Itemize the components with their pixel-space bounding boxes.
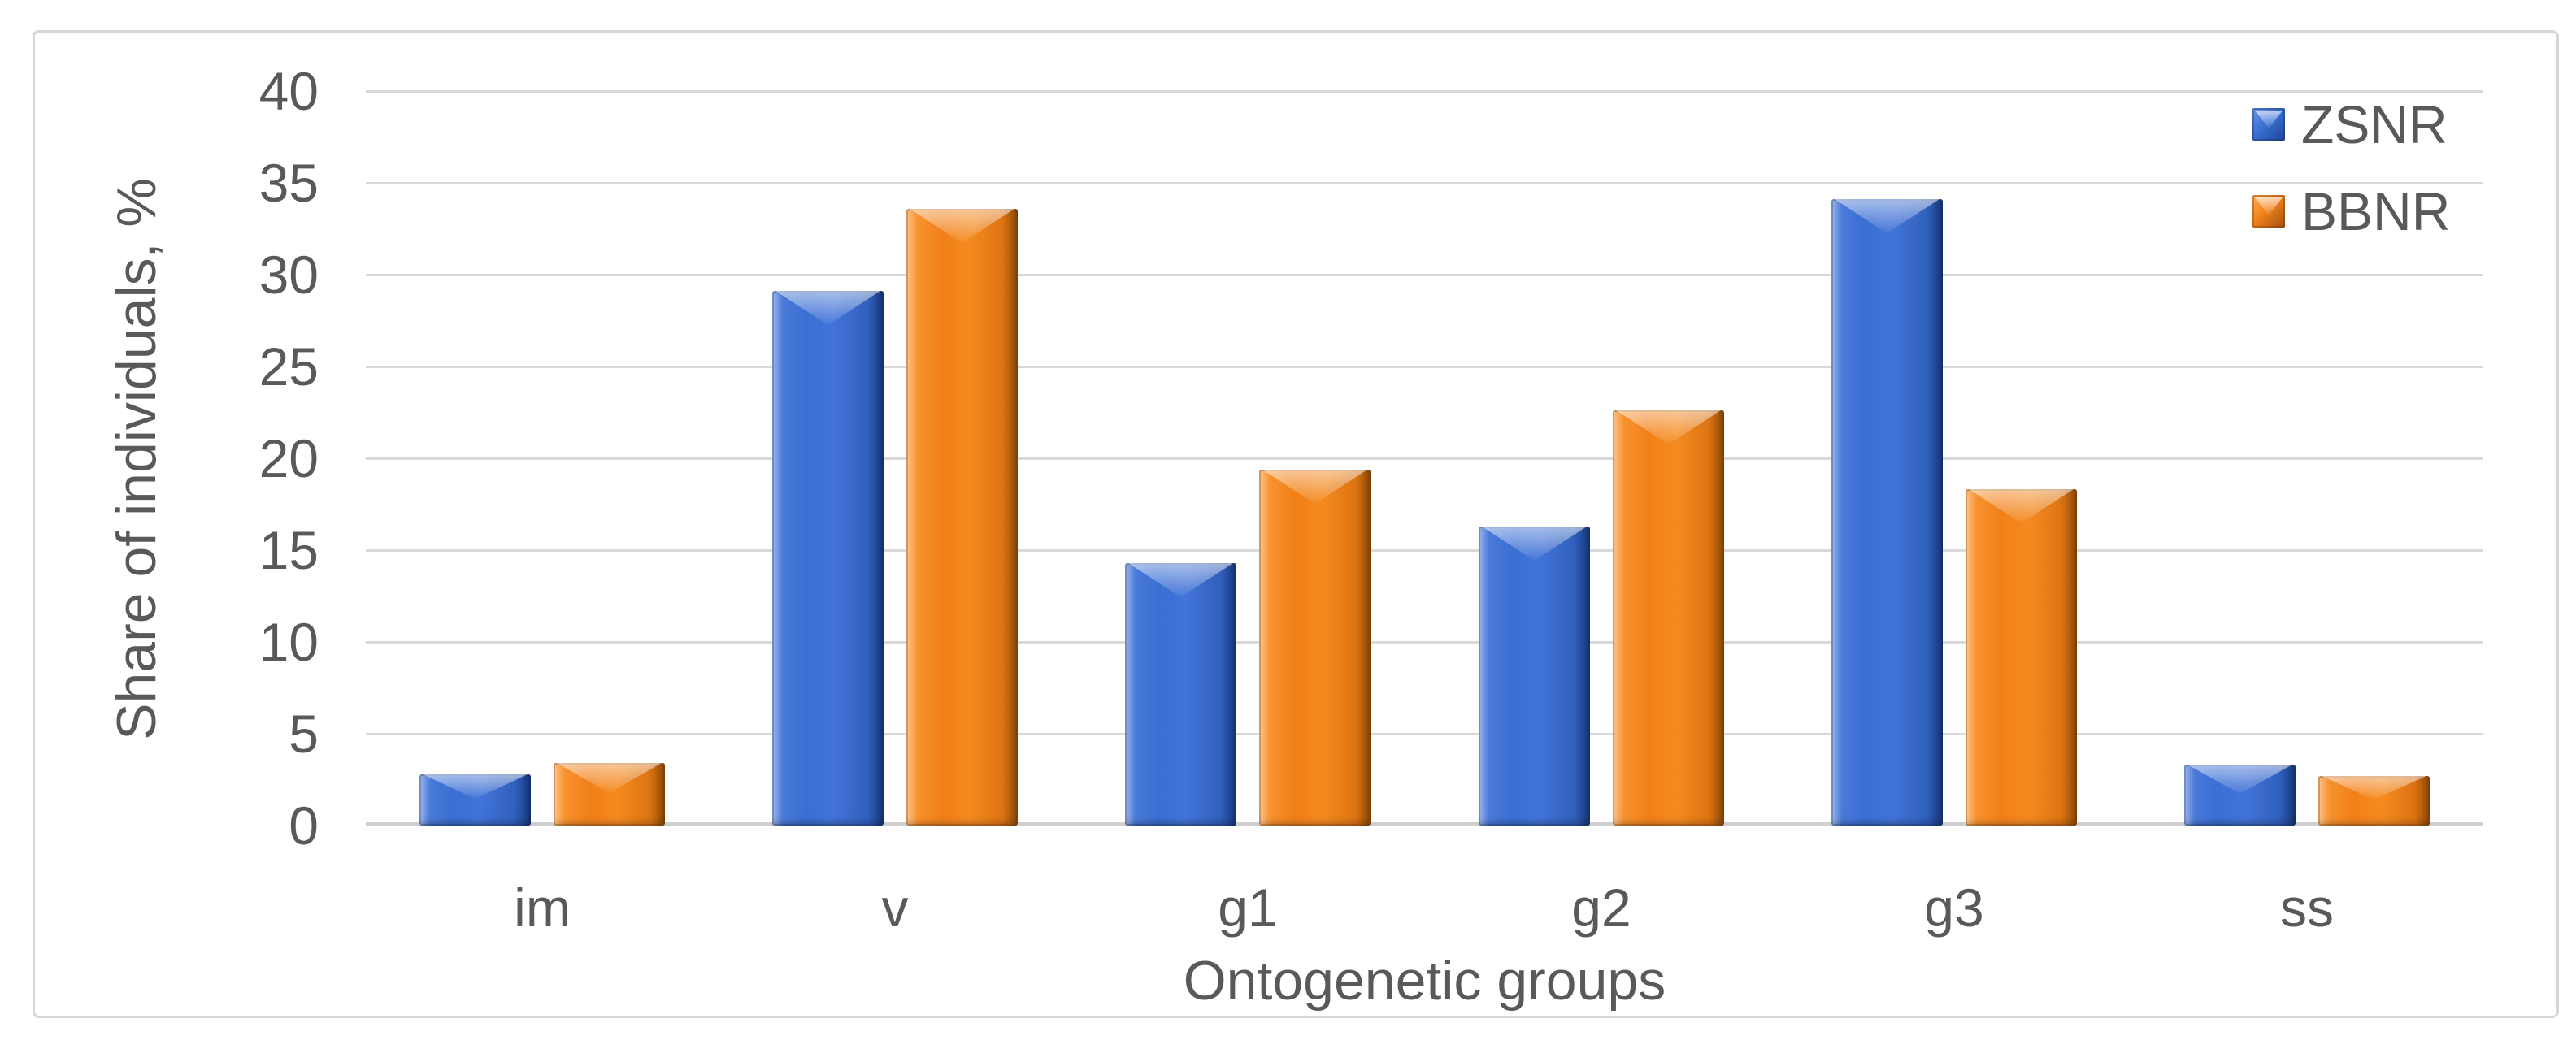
legend-item-zsnr: ZSNR — [2252, 92, 2450, 157]
bar-zsnr-g3 — [1831, 199, 1943, 826]
gridline-25 — [366, 366, 2483, 368]
bar-zsnr-g1 — [1125, 563, 1236, 826]
legend-swatch-bbnr-icon — [2252, 195, 2285, 228]
legend-item-bbnr: BBNR — [2252, 179, 2450, 244]
x-category-label-g1: g1 — [1218, 878, 1278, 938]
y-tick-label-10: 10 — [258, 612, 319, 672]
gridline-40 — [366, 90, 2483, 93]
bar-bbnr-g3 — [1966, 489, 2077, 826]
bar-bbnr-g1 — [1259, 470, 1371, 826]
gridline-30 — [366, 274, 2483, 276]
bar-zsnr-g2 — [1479, 527, 1590, 826]
x-category-label-im: im — [514, 878, 571, 938]
y-tick-label-15: 15 — [258, 520, 319, 580]
x-category-label-g2: g2 — [1571, 878, 1631, 938]
y-tick-label-20: 20 — [258, 428, 319, 488]
legend: ZSNR BBNR — [2252, 92, 2450, 266]
bar-bbnr-g2 — [1613, 410, 1724, 826]
y-tick-label-35: 35 — [258, 153, 319, 213]
y-tick-label-30: 30 — [258, 245, 319, 305]
y-tick-label-25: 25 — [258, 336, 319, 397]
legend-label-bbnr: BBNR — [2301, 181, 2451, 241]
gridline-5 — [366, 733, 2483, 735]
bar-zsnr-im — [419, 774, 531, 826]
x-category-label-g3: g3 — [1924, 878, 1984, 938]
x-axis-title: Ontogenetic groups — [1183, 950, 1666, 1012]
bar-bbnr-im — [554, 763, 665, 826]
gridline-15 — [366, 549, 2483, 552]
bar-zsnr-v — [772, 291, 884, 826]
bar-bbnr-ss — [2318, 776, 2430, 826]
gridline-20 — [366, 457, 2483, 460]
bar-zsnr-ss — [2184, 765, 2296, 826]
x-category-label-ss: ss — [2280, 878, 2334, 938]
y-tick-label-0: 0 — [289, 795, 319, 856]
y-tick-label-40: 40 — [258, 61, 319, 121]
chart-border-frame — [33, 30, 2559, 1018]
bar-bbnr-v — [906, 209, 1018, 826]
y-tick-label-5: 5 — [289, 704, 319, 764]
gridline-35 — [366, 182, 2483, 184]
plot-area — [366, 90, 2483, 826]
x-category-label-v: v — [881, 878, 909, 938]
x-axis-line — [366, 822, 2483, 826]
gridline-10 — [366, 641, 2483, 644]
legend-swatch-zsnr-icon — [2252, 108, 2285, 141]
legend-label-zsnr: ZSNR — [2301, 94, 2448, 154]
